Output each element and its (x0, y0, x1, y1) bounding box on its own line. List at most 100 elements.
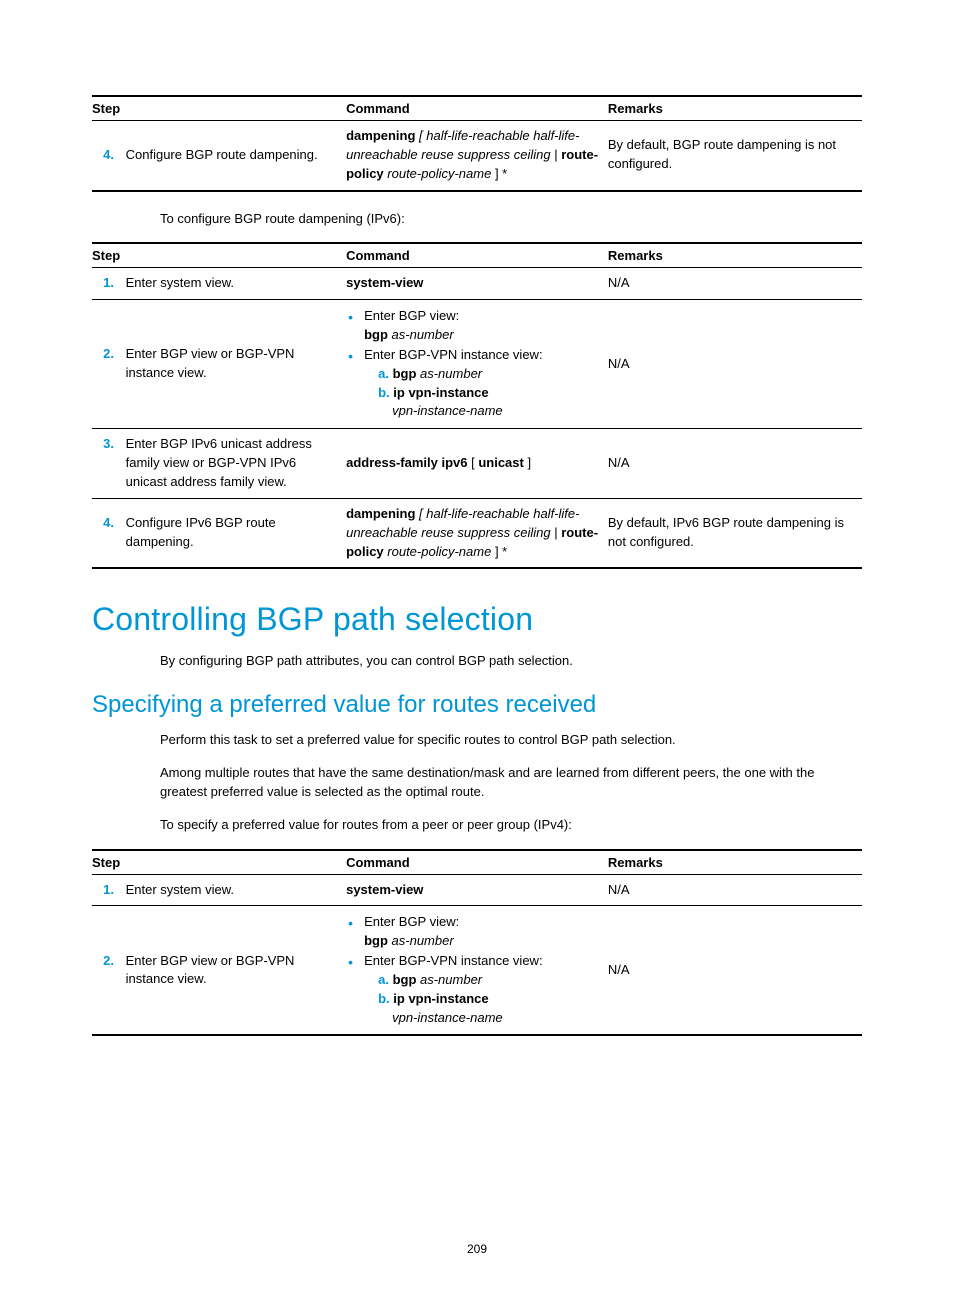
cmd-text: ] (524, 455, 531, 470)
command-cell: Enter BGP view: bgp as-number Enter BGP-… (346, 906, 608, 1036)
step-text: Enter system view. (126, 881, 340, 900)
cmd-keyword: dampening (346, 506, 415, 521)
cmd-keyword: bgp (393, 366, 417, 381)
cmd-keyword: bgp (393, 972, 417, 987)
step-number: 4. (92, 146, 114, 165)
col-remarks-header: Remarks (608, 243, 862, 268)
cmd-keyword: system-view (346, 275, 423, 290)
step-cell: 2. Enter BGP view or BGP-VPN instance vi… (92, 906, 346, 1036)
remarks-cell: N/A (608, 874, 862, 906)
sub-item: b. ip vpn-instance vpn-instance-name (378, 384, 602, 422)
step-number: 1. (92, 881, 114, 900)
cmd-keyword: address-family ipv6 (346, 455, 467, 470)
step-number: 1. (92, 274, 114, 293)
table-row: 3. Enter BGP IPv6 unicast address family… (92, 429, 862, 499)
sub-label: a. (378, 366, 389, 381)
step-cell: 2. Enter BGP view or BGP-VPN instance vi… (92, 300, 346, 429)
document-page: Step Command Remarks 4. Configure BGP ro… (0, 0, 954, 1296)
col-step-header: Step (92, 96, 346, 121)
paragraph-ipv6-intro: To configure BGP route dampening (IPv6): (160, 210, 862, 229)
cmd-tail: ] * (491, 544, 507, 559)
sub-label: b. (378, 385, 390, 400)
cmd-keyword: unicast (478, 455, 524, 470)
table-dampening-ipv4: Step Command Remarks 4. Configure BGP ro… (92, 95, 862, 192)
step-text: Enter BGP view or BGP-VPN instance view. (126, 345, 340, 383)
sub-label: b. (378, 991, 390, 1006)
sub-item: a. bgp as-number (378, 971, 602, 990)
heading-controlling-bgp: Controlling BGP path selection (92, 601, 862, 638)
bullet-text: Enter BGP view: (364, 308, 459, 323)
step-text: Enter BGP view or BGP-VPN instance view. (126, 952, 340, 990)
sub-item: b. ip vpn-instance vpn-instance-name (378, 990, 602, 1028)
step-number: 3. (92, 435, 114, 454)
page-number: 209 (0, 1242, 954, 1256)
table-row: 4. Configure IPv6 BGP route dampening. d… (92, 498, 862, 568)
list-item: Enter BGP-VPN instance view: a. bgp as-n… (364, 346, 602, 421)
step-cell: 1. Enter system view. (92, 874, 346, 906)
table-header-row: Step Command Remarks (92, 243, 862, 268)
paragraph-h2c: To specify a preferred value for routes … (160, 816, 862, 835)
remarks-cell: N/A (608, 429, 862, 499)
step-cell: 3. Enter BGP IPv6 unicast address family… (92, 429, 346, 499)
step-cell: 4. Configure BGP route dampening. (92, 121, 346, 191)
step-number: 2. (92, 345, 114, 364)
step-text: Configure BGP route dampening. (126, 146, 340, 165)
cmd-keyword: ip vpn-instance (393, 991, 488, 1006)
cmd-arg: as-number (416, 972, 482, 987)
command-cell: Enter BGP view: bgp as-number Enter BGP-… (346, 300, 608, 429)
cmd-arg: route-policy-name (384, 166, 492, 181)
col-remarks-header: Remarks (608, 96, 862, 121)
bullet-text: Enter BGP-VPN instance view: (364, 347, 542, 362)
paragraph-h1-intro: By configuring BGP path attributes, you … (160, 652, 862, 671)
paragraph-h2a: Perform this task to set a preferred val… (160, 731, 862, 750)
col-command-header: Command (346, 243, 608, 268)
step-number: 2. (92, 952, 114, 971)
step-cell: 4. Configure IPv6 BGP route dampening. (92, 498, 346, 568)
cmd-arg: route-policy-name (384, 544, 492, 559)
cmd-tail: ] * (491, 166, 507, 181)
list-item: Enter BGP view: bgp as-number (364, 913, 602, 951)
cmd-keyword: dampening (346, 128, 415, 143)
command-list: Enter BGP view: bgp as-number Enter BGP-… (346, 307, 602, 421)
bullet-text: Enter BGP view: (364, 914, 459, 929)
cmd-arg: as-number (416, 366, 482, 381)
command-cell: dampening [ half-life-reachable half-lif… (346, 498, 608, 568)
table-dampening-ipv6: Step Command Remarks 1. Enter system vie… (92, 242, 862, 569)
table-header-row: Step Command Remarks (92, 850, 862, 875)
list-item: Enter BGP-VPN instance view: a. bgp as-n… (364, 952, 602, 1027)
remarks-cell: N/A (608, 268, 862, 300)
table-row: 4. Configure BGP route dampening. dampen… (92, 121, 862, 191)
table-row: 2. Enter BGP view or BGP-VPN instance vi… (92, 906, 862, 1036)
cmd-keyword: bgp (364, 327, 388, 342)
paragraph-h2b: Among multiple routes that have the same… (160, 764, 862, 802)
step-text: Configure IPv6 BGP route dampening. (126, 514, 340, 552)
list-item: Enter BGP view: bgp as-number (364, 307, 602, 345)
cmd-text: [ (467, 455, 478, 470)
remarks-cell: N/A (608, 906, 862, 1036)
table-row: 1. Enter system view. system-view N/A (92, 268, 862, 300)
remarks-cell: By default, IPv6 BGP route dampening is … (608, 498, 862, 568)
cmd-arg: vpn-instance-name (392, 1010, 503, 1025)
command-list: Enter BGP view: bgp as-number Enter BGP-… (346, 913, 602, 1027)
col-command-header: Command (346, 850, 608, 875)
step-text: Enter BGP IPv6 unicast address family vi… (126, 435, 340, 492)
cmd-keyword: system-view (346, 882, 423, 897)
table-header-row: Step Command Remarks (92, 96, 862, 121)
table-row: 2. Enter BGP view or BGP-VPN instance vi… (92, 300, 862, 429)
step-cell: 1. Enter system view. (92, 268, 346, 300)
table-preferred-value-ipv4: Step Command Remarks 1. Enter system vie… (92, 849, 862, 1037)
command-cell: system-view (346, 874, 608, 906)
col-remarks-header: Remarks (608, 850, 862, 875)
step-text: Enter system view. (126, 274, 340, 293)
sub-label: a. (378, 972, 389, 987)
table-row: 1. Enter system view. system-view N/A (92, 874, 862, 906)
cmd-keyword: bgp (364, 933, 388, 948)
cmd-keyword: ip vpn-instance (393, 385, 488, 400)
cmd-arg: vpn-instance-name (392, 403, 503, 418)
remarks-cell: By default, BGP route dampening is not c… (608, 121, 862, 191)
cmd-arg: as-number (388, 327, 454, 342)
heading-preferred-value: Specifying a preferred value for routes … (92, 691, 862, 719)
cmd-arg: as-number (388, 933, 454, 948)
bullet-text: Enter BGP-VPN instance view: (364, 953, 542, 968)
col-command-header: Command (346, 96, 608, 121)
